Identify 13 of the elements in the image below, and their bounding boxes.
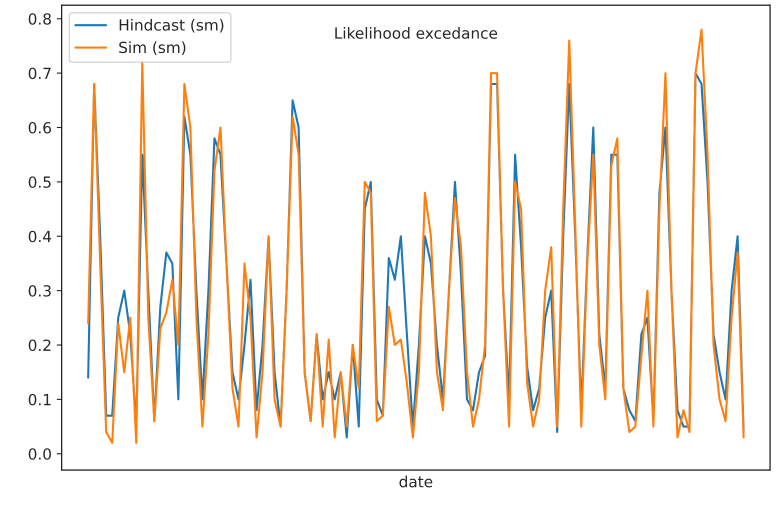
y-tick-label: 0.1 [28,394,51,406]
y-tick-label: 0.8 [28,13,51,25]
legend-label: Hindcast (sm) [120,18,224,33]
y-tick-label: 0.5 [28,176,51,188]
y-tick-label: 0.0 [28,448,51,460]
legend-label: Sim (sm) [119,41,186,55]
y-tick-label: 0.4 [28,230,52,242]
y-tick-label: 0.2 [28,339,50,352]
y-tick-label: 0.6 [28,122,52,134]
y-tick-label: 0.3 [28,285,51,297]
x-axis-title: date [400,476,432,488]
y-tick-label: 0.7 [28,68,51,80]
text: Likelihood excedance [335,27,498,39]
